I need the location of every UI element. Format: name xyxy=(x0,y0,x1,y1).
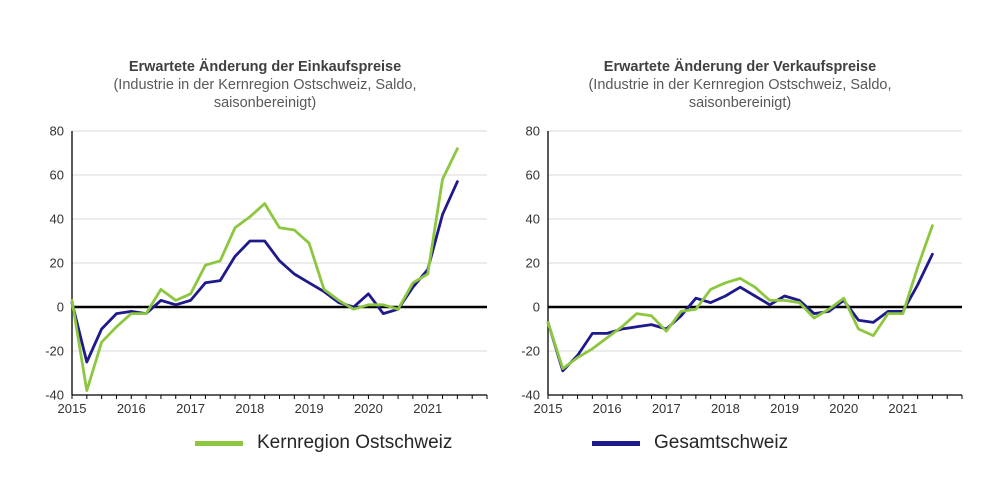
y-tick-label: 60 xyxy=(50,168,64,183)
chart-subtitle-text: (Industrie in der Kernregion Ostschweiz,… xyxy=(588,77,892,111)
x-tick-label: 2016 xyxy=(593,401,622,416)
chart-title-text: Erwartete Änderung der Einkaufspreise xyxy=(128,59,402,75)
x-tick-label: 2021 xyxy=(413,401,442,416)
chart-title-einkaufspreise: Erwartete Änderung der Einkaufspreise (I… xyxy=(65,58,465,112)
legend-swatch-kernregion xyxy=(195,440,243,446)
x-tick-label: 2017 xyxy=(176,401,205,416)
x-tick-label: 2020 xyxy=(829,401,858,416)
chart-title-verkaufspreise: Erwartete Änderung der Verkaufspreise (I… xyxy=(540,58,940,112)
x-tick-label: 2015 xyxy=(58,401,87,416)
chart-title-text: Erwartete Änderung der Verkaufspreise xyxy=(603,59,877,75)
y-tick-label: -40 xyxy=(45,388,64,403)
series-line-kernregion xyxy=(546,224,934,371)
x-tick-label: 2019 xyxy=(770,401,799,416)
series-line-gesamtschweiz xyxy=(70,180,459,364)
legend-swatch-gesamtschweiz xyxy=(592,440,640,446)
y-tick-label: -20 xyxy=(45,344,64,359)
y-tick-label: 60 xyxy=(526,168,540,183)
x-tick-label: 2016 xyxy=(117,401,146,416)
y-tick-label: 20 xyxy=(526,256,540,271)
y-tick-label: -20 xyxy=(521,344,540,359)
legend-label-kernregion: Kernregion Ostschweiz xyxy=(257,432,453,453)
series-line-gesamtschweiz xyxy=(546,252,934,373)
y-tick-label: 20 xyxy=(50,256,64,271)
y-tick-label: 0 xyxy=(57,300,64,315)
x-tick-label: 2018 xyxy=(711,401,740,416)
y-tick-label: 80 xyxy=(50,124,64,139)
x-tick-label: 2020 xyxy=(354,401,383,416)
x-tick-label: 2017 xyxy=(652,401,681,416)
y-tick-label: -40 xyxy=(521,388,540,403)
chart-subtitle-text: (Industrie in der Kernregion Ostschweiz,… xyxy=(113,77,417,111)
y-tick-label: 0 xyxy=(533,300,540,315)
legend-label-gesamtschweiz: Gesamtschweiz xyxy=(654,432,789,453)
x-tick-label: 2019 xyxy=(295,401,324,416)
legend-item-kernregion: Kernregion Ostschweiz xyxy=(195,432,452,454)
series-line-kernregion xyxy=(70,147,459,393)
legend-item-gesamtschweiz: Gesamtschweiz xyxy=(592,432,788,454)
x-tick-label: 2015 xyxy=(534,401,563,416)
y-tick-label: 80 xyxy=(526,124,540,139)
y-tick-label: 40 xyxy=(50,212,64,227)
y-tick-label: 40 xyxy=(526,212,540,227)
x-tick-label: 2018 xyxy=(235,401,264,416)
x-tick-label: 2021 xyxy=(888,401,917,416)
